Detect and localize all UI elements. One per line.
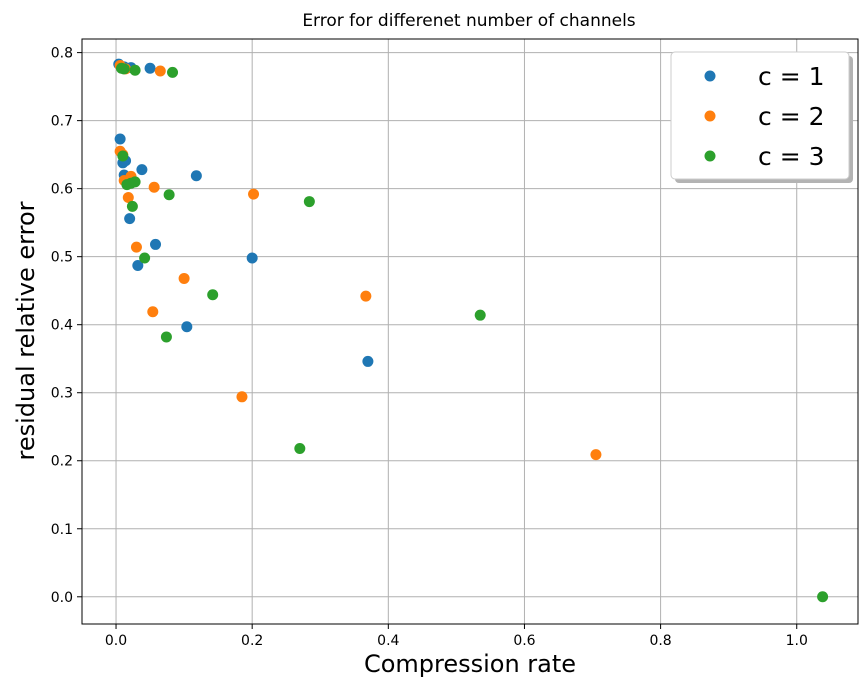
y-tick-label: 0.0	[51, 590, 73, 606]
y-tick-label: 0.7	[51, 114, 73, 130]
data-point-series-3	[139, 252, 151, 264]
x-tick-label: 0.6	[513, 633, 535, 649]
y-tick-label: 0.5	[51, 250, 73, 266]
x-axis-label: Compression rate	[364, 650, 576, 678]
x-tick-label: 0.4	[377, 633, 399, 649]
data-point-series-1	[246, 252, 258, 264]
y-tick-label: 0.3	[51, 386, 73, 402]
y-tick-label: 0.4	[51, 318, 73, 334]
legend-box	[670, 51, 850, 180]
y-tick-label: 0.8	[51, 46, 73, 62]
legend-label-1: c = 1	[758, 62, 825, 91]
y-axis-label: residual relative error	[12, 201, 40, 460]
data-point-series-2	[236, 391, 248, 403]
data-point-series-1	[150, 238, 162, 250]
data-point-series-1	[114, 133, 126, 145]
data-point-series-3	[474, 309, 486, 321]
x-tick-label: 0.0	[105, 633, 127, 649]
data-point-series-3	[129, 64, 141, 76]
data-point-series-1	[181, 321, 193, 333]
data-point-series-3	[207, 289, 219, 301]
data-point-series-3	[118, 63, 130, 75]
x-tick-label: 0.2	[241, 633, 263, 649]
data-point-series-1	[362, 355, 374, 367]
data-point-series-1	[124, 213, 136, 225]
data-point-series-3	[126, 200, 138, 212]
data-point-series-1	[136, 164, 148, 176]
axis-ticks: 0.0 0.2 0.4 0.6 0.8 1.0 0.0 0.1 0.2 0.3 0.4 0.5 0.6 0…	[51, 46, 808, 649]
data-point-series-3	[160, 331, 172, 343]
data-point-series-1	[144, 62, 156, 74]
data-point-series-3	[167, 66, 179, 78]
plot-frame	[81, 38, 859, 625]
data-point-series-2	[178, 272, 190, 284]
data-point-series-2	[590, 449, 602, 461]
data-point-series-1	[190, 170, 202, 182]
data-point-series-2	[248, 188, 260, 200]
x-tick-label: 1.0	[786, 633, 808, 649]
data-point-series-3	[294, 443, 306, 454]
legend-marker-1	[704, 70, 716, 82]
data-points	[113, 58, 829, 603]
legend-marker-3	[704, 150, 716, 162]
data-point-series-3	[817, 591, 829, 603]
data-point-series-2	[130, 241, 142, 253]
data-point-series-3	[163, 189, 175, 201]
data-point-series-2	[147, 306, 159, 318]
data-point-series-2	[122, 191, 134, 203]
data-point-series-2	[360, 290, 372, 302]
data-point-series-3	[117, 150, 129, 162]
chart-title: Error for differenet number of channels	[302, 11, 635, 31]
data-point-series-1	[132, 260, 144, 272]
legend-label-3: c = 3	[758, 142, 825, 171]
data-point-series-2	[154, 65, 166, 77]
y-tick-label: 0.2	[51, 454, 73, 470]
legend-label-2: c = 2	[758, 102, 825, 131]
legend-marker-2	[704, 110, 716, 122]
data-point-series-2	[148, 181, 160, 193]
x-tick-label: 0.8	[649, 633, 671, 649]
legend-entries: c = 1 c = 2 c = 3	[704, 62, 825, 171]
data-point-series-3	[303, 196, 315, 208]
data-point-series-3	[129, 176, 141, 188]
legend: c = 1 c = 2 c = 3	[670, 51, 853, 183]
y-tick-label: 0.1	[51, 522, 73, 538]
y-tick-label: 0.6	[51, 182, 73, 198]
